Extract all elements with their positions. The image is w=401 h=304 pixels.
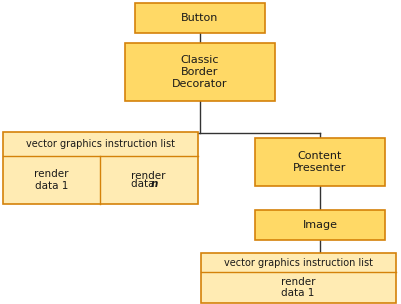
Text: n: n bbox=[151, 179, 158, 189]
Text: render
data 1: render data 1 bbox=[281, 277, 315, 298]
Text: Image: Image bbox=[302, 220, 338, 230]
Text: Button: Button bbox=[181, 13, 219, 23]
FancyBboxPatch shape bbox=[2, 132, 198, 204]
Text: data: data bbox=[132, 179, 158, 189]
Text: render
data 1: render data 1 bbox=[34, 169, 69, 191]
Text: Content
Presenter: Content Presenter bbox=[293, 151, 347, 173]
FancyBboxPatch shape bbox=[135, 3, 265, 33]
FancyBboxPatch shape bbox=[200, 253, 395, 303]
Text: vector graphics instruction list: vector graphics instruction list bbox=[223, 257, 373, 268]
FancyBboxPatch shape bbox=[255, 138, 385, 186]
Text: vector graphics instruction list: vector graphics instruction list bbox=[26, 139, 174, 149]
FancyBboxPatch shape bbox=[125, 43, 275, 101]
FancyBboxPatch shape bbox=[255, 210, 385, 240]
Text: render: render bbox=[132, 171, 166, 181]
Text: Classic
Border
Decorator: Classic Border Decorator bbox=[172, 55, 228, 88]
